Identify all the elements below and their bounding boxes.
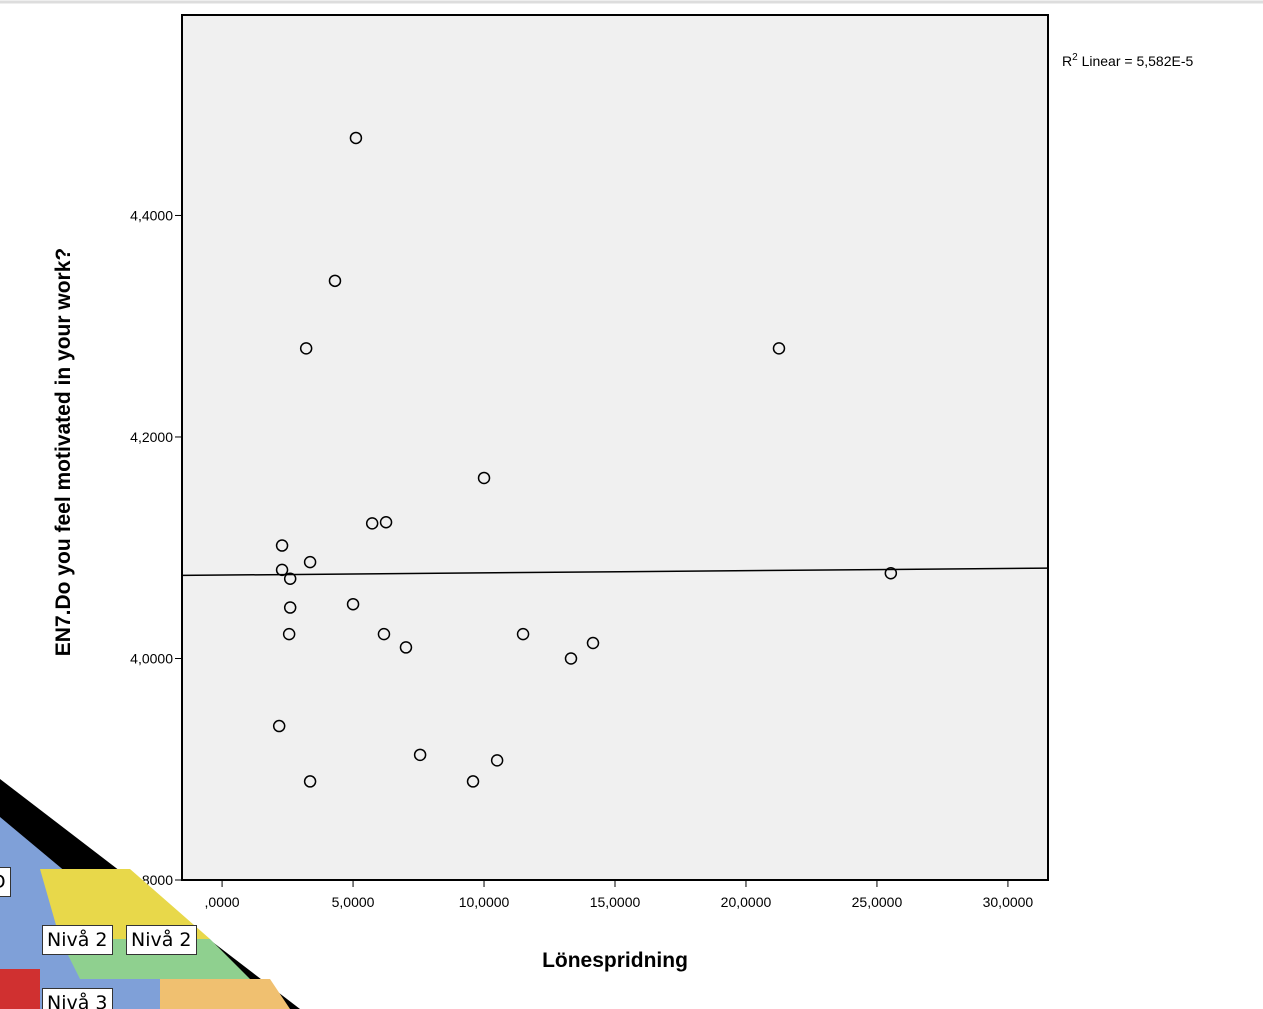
point (477, 471, 491, 485)
point (490, 754, 504, 767)
point (328, 274, 342, 288)
puzzle-piece (160, 979, 290, 1009)
fit-annotation: R2 Linear = 5,582E-5 (1062, 52, 1193, 69)
x-tick-label: 25,0000 (852, 894, 903, 910)
y-tick-label: 4,2000 (130, 429, 173, 445)
overlay-label: D (0, 867, 11, 897)
point (413, 748, 427, 762)
point (772, 342, 786, 355)
annotation-sup: 2 (1072, 52, 1078, 63)
point (349, 131, 363, 145)
x-tick-label: 15,0000 (590, 894, 641, 910)
point (564, 652, 578, 665)
point (346, 597, 360, 611)
point (379, 516, 393, 529)
puzzle-piece (40, 869, 210, 939)
point (272, 719, 286, 733)
point (283, 572, 297, 585)
overlay-label: Nivå 3 (42, 988, 113, 1009)
point (303, 775, 317, 788)
overlay-label: Nivå 2 (126, 925, 197, 955)
fit-line (181, 567, 1049, 577)
decorative-image (0, 779, 300, 1009)
x-tick-label: 5,0000 (332, 894, 375, 910)
point (377, 627, 391, 641)
point (283, 601, 297, 614)
point (275, 539, 289, 552)
x-tick-label: 20,0000 (721, 894, 772, 910)
annotation-base: R (1062, 53, 1072, 69)
point (466, 775, 480, 788)
x-axis-title: Lönespridning (542, 949, 688, 972)
point (586, 636, 600, 650)
plot-area (181, 14, 1049, 881)
y-tick-label: 4,4000 (130, 207, 173, 223)
x-tick-label: 30,0000 (983, 894, 1034, 910)
point (275, 563, 289, 577)
point (282, 627, 296, 641)
x-tick-label: ,0000 (205, 894, 240, 910)
point (516, 627, 530, 641)
point (399, 641, 413, 654)
overlay-label: Nivå 2 (42, 925, 113, 955)
point (299, 342, 313, 355)
point (365, 517, 379, 530)
x-tick-label: 10,0000 (459, 894, 510, 910)
y-axis-title: EN7.Do you feel motivated in your work? (52, 248, 75, 656)
point (884, 566, 898, 580)
y-tick-label: 4,0000 (130, 650, 173, 666)
annotation-text: Linear = 5,582E-5 (1078, 53, 1194, 69)
point (303, 555, 317, 569)
puzzle-piece (0, 969, 40, 1009)
